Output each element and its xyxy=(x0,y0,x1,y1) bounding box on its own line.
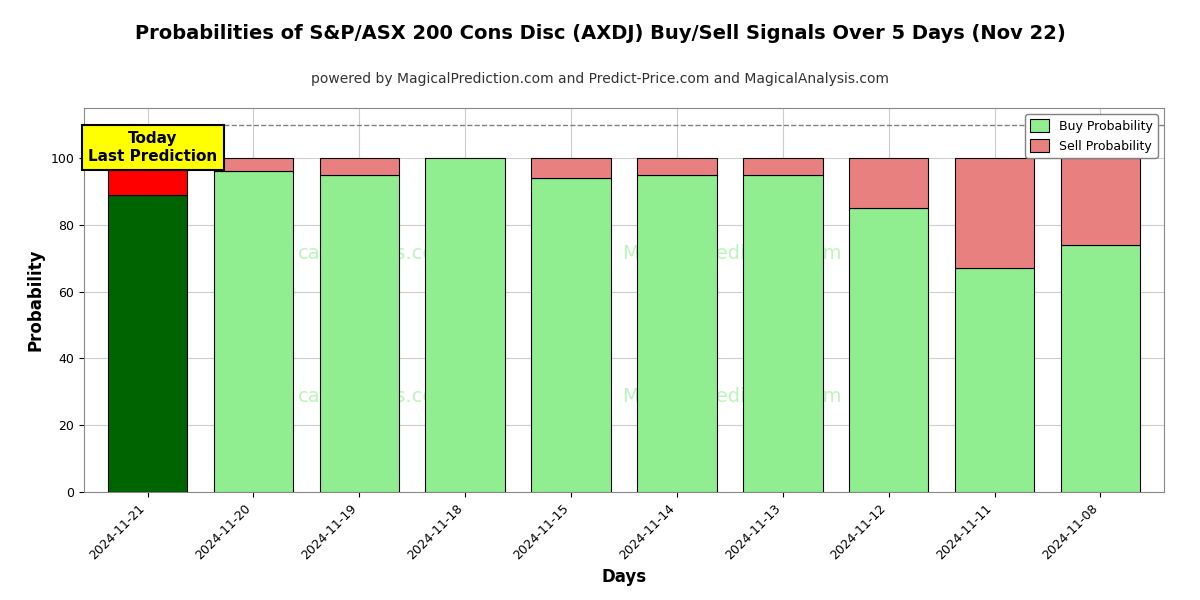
Text: calAnalysis.com: calAnalysis.com xyxy=(298,244,454,263)
Text: powered by MagicalPrediction.com and Predict-Price.com and MagicalAnalysis.com: powered by MagicalPrediction.com and Pre… xyxy=(311,72,889,86)
Bar xyxy=(637,175,716,492)
Bar xyxy=(955,158,1034,268)
Bar xyxy=(319,158,400,175)
Bar xyxy=(532,178,611,492)
Text: MagicalPrediction.com: MagicalPrediction.com xyxy=(623,386,841,406)
Bar xyxy=(108,195,187,492)
Bar xyxy=(426,158,505,492)
Bar xyxy=(850,208,929,492)
Legend: Buy Probability, Sell Probability: Buy Probability, Sell Probability xyxy=(1025,114,1158,158)
Bar xyxy=(637,158,716,175)
Text: Probabilities of S&P/ASX 200 Cons Disc (AXDJ) Buy/Sell Signals Over 5 Days (Nov : Probabilities of S&P/ASX 200 Cons Disc (… xyxy=(134,24,1066,43)
Bar xyxy=(743,175,822,492)
Text: MagicalPrediction.com: MagicalPrediction.com xyxy=(623,244,841,263)
Bar xyxy=(1061,158,1140,245)
Bar xyxy=(532,158,611,178)
Text: Today
Last Prediction: Today Last Prediction xyxy=(88,131,217,164)
Bar xyxy=(1061,245,1140,492)
Y-axis label: Probability: Probability xyxy=(26,249,44,351)
Bar xyxy=(214,158,293,172)
Bar xyxy=(955,268,1034,492)
Bar xyxy=(850,158,929,208)
Bar xyxy=(319,175,400,492)
Bar xyxy=(743,158,822,175)
X-axis label: Days: Days xyxy=(601,568,647,586)
Text: calAnalysis.com: calAnalysis.com xyxy=(298,386,454,406)
Bar xyxy=(214,172,293,492)
Bar xyxy=(108,158,187,195)
